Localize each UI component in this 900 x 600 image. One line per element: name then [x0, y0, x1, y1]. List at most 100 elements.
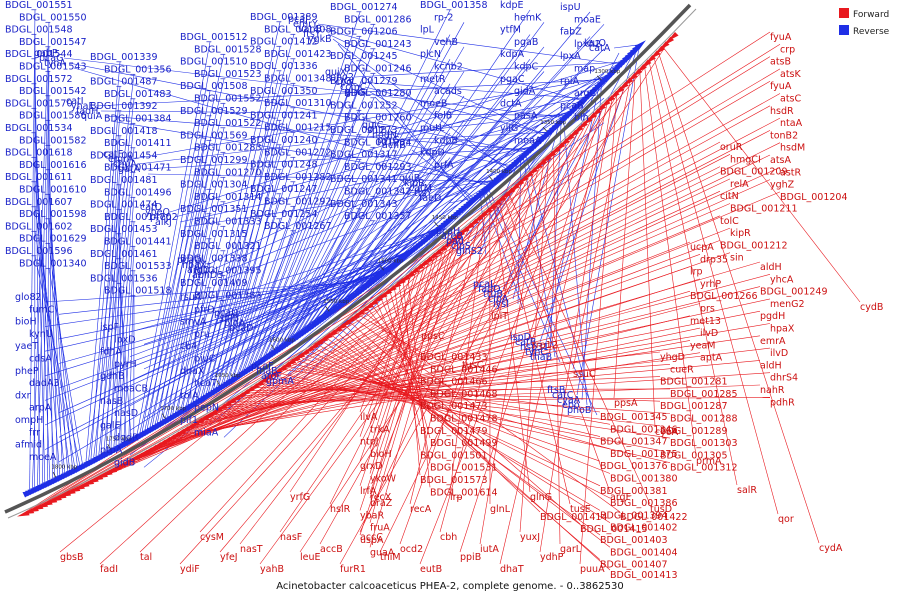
reverse-gene-line — [327, 33, 547, 137]
reverse-gene-line — [129, 245, 421, 382]
ruler-tick — [216, 380, 221, 386]
forward-gene-line — [219, 130, 577, 553]
genome-backbone — [4, 3, 692, 514]
reverse-gene-line — [359, 60, 591, 293]
forward-gene-label: astR — [780, 167, 801, 178]
forward-gene-label: atsC — [780, 94, 801, 105]
forward-gene-label: sin — [730, 253, 744, 264]
reverse-gene-label: gidB — [114, 457, 135, 468]
reverse-gene-line — [44, 265, 395, 401]
forward-gene-line — [259, 125, 582, 565]
ruler-tick — [488, 175, 493, 181]
forward-gene-label: BDGL_001266 — [690, 291, 758, 302]
forward-gene-label: BDGL_001209 — [720, 167, 788, 178]
forward-gene-label: fyuA — [770, 81, 792, 92]
reverse-gene-label: BDGL_001315 — [180, 229, 248, 240]
forward-gene-label: BDGL_001403 — [600, 535, 668, 546]
forward-gene-line — [399, 167, 536, 545]
forward-gene-line — [279, 179, 522, 533]
reverse-gene-label: BDGL_001351 — [180, 204, 248, 215]
reverse-gene-label: BDGL_001383 — [194, 290, 262, 301]
reverse-gene-label: gatA — [118, 164, 141, 175]
ruler-tick — [325, 306, 330, 312]
forward-gene-label: BDGL_001346 — [610, 424, 678, 435]
reverse-gene-label: BDGL_001411 — [104, 138, 172, 149]
reverse-gene-label: BDGL_001299 — [180, 155, 248, 166]
forward-gene-label: braZ — [370, 498, 393, 509]
reverse-gene-line — [502, 51, 635, 290]
forward-gene-label: BDGL_001479 — [420, 426, 488, 437]
reverse-gene-label: pyrH — [114, 359, 137, 370]
reverse-gene-label: BDGL_001356 — [104, 64, 172, 75]
reverse-gene-label: emrA — [108, 154, 134, 165]
reverse-gene-label: rsuA — [180, 292, 202, 303]
reverse-gene-label: metR — [420, 74, 446, 85]
ruler-tick — [107, 443, 111, 450]
reverse-gene-label: BDGL_001470 — [104, 212, 172, 223]
reverse-gene-label: quiX — [325, 67, 347, 78]
reverse-gene-line — [191, 21, 281, 407]
reverse-gene-label: catD — [140, 202, 162, 213]
forward-gene-line — [449, 211, 486, 493]
reverse-gene-label: BDGL_001336 — [250, 61, 318, 72]
reverse-gene-label: pcaB — [560, 100, 584, 111]
forward-gene-label: atsB — [770, 57, 791, 68]
forward-gene-label: glnL — [490, 504, 511, 515]
reverse-gene-label: galE — [100, 420, 121, 431]
forward-gene-label: accB — [320, 544, 343, 555]
reverse-gene-label: BDGL_001243 — [344, 39, 412, 50]
forward-gene-label: BDGL_001288 — [670, 414, 738, 425]
forward-gene-label: BDGL_001249 — [760, 287, 828, 298]
forward-gene-label: cueR — [670, 364, 694, 375]
forward-gene-label: yeaM — [690, 340, 716, 351]
reverse-gene-label: yliG — [500, 123, 518, 134]
reverse-gene-label: thaB — [530, 352, 552, 363]
forward-gene-label: yghZ — [770, 180, 795, 191]
reverse-gene-label: map — [574, 64, 595, 75]
forward-gene-line — [648, 59, 738, 486]
forward-gene-label: garL — [560, 544, 582, 555]
ruler-tick-label: 1550 kbp — [323, 299, 349, 305]
forward-gene-label: ntpJ — [360, 437, 379, 448]
forward-gene-line — [307, 349, 601, 487]
reverse-gene-label: BDGL_001518 — [104, 286, 172, 297]
forward-gene-label: fadI — [100, 564, 118, 575]
reverse-gene-label: clpS — [451, 241, 471, 252]
reverse-gene-line — [95, 79, 607, 107]
forward-gene-label: BDGL_001211 — [730, 204, 798, 215]
reverse-gene-label: catI — [66, 96, 84, 107]
reverse-gene-label: kcnb2 — [434, 62, 463, 73]
reverse-gene-label: vehB — [434, 37, 458, 48]
reverse-gene-label: ispU — [560, 2, 581, 13]
forward-gene-label: ydiF — [180, 564, 200, 575]
reverse-gene-label: BDGL_001350 — [250, 86, 318, 97]
forward-gene-label: lrfA — [360, 486, 377, 497]
forward-gene-label: hsdM — [780, 143, 805, 154]
reverse-gene-label: BDGL_001215 — [264, 123, 332, 134]
forward-gene-label: atsK — [780, 69, 801, 80]
forward-gene-line — [379, 113, 595, 553]
reverse-gene-line — [100, 135, 121, 458]
forward-gene-label: pgdH — [760, 311, 785, 322]
forward-gene-line — [199, 187, 513, 533]
reverse-gene-line — [303, 108, 451, 334]
ruler-tick-label: 1500 kbp — [378, 258, 404, 264]
forward-gene-line — [160, 315, 691, 444]
forward-gene-label: ilvD — [700, 328, 718, 339]
reverse-gene-line — [222, 169, 281, 388]
reverse-gene-label: BDGL_001348 — [264, 74, 332, 85]
reverse-gene-line — [58, 255, 408, 463]
reverse-gene-label: pgaC — [500, 74, 525, 85]
reverse-gene-label: ebo — [562, 400, 580, 411]
reverse-gene-label: lpxD — [114, 334, 136, 345]
reverse-gene-label: leuO — [584, 38, 606, 49]
forward-gene-label: ybaR — [360, 510, 384, 521]
forward-gene-label: tal — [140, 552, 152, 563]
reverse-gene-label: BDGL_001252 — [330, 100, 398, 111]
reverse-gene-label: ygkB — [308, 34, 332, 45]
forward-gene-label: lrp — [690, 267, 703, 278]
reverse-gene-label: BDGL_001272 — [264, 147, 332, 158]
forward-gene-label: cbh — [440, 532, 457, 543]
reverse-gene-label: BDGL_001292 — [264, 197, 332, 208]
forward-gene-line — [572, 77, 631, 370]
